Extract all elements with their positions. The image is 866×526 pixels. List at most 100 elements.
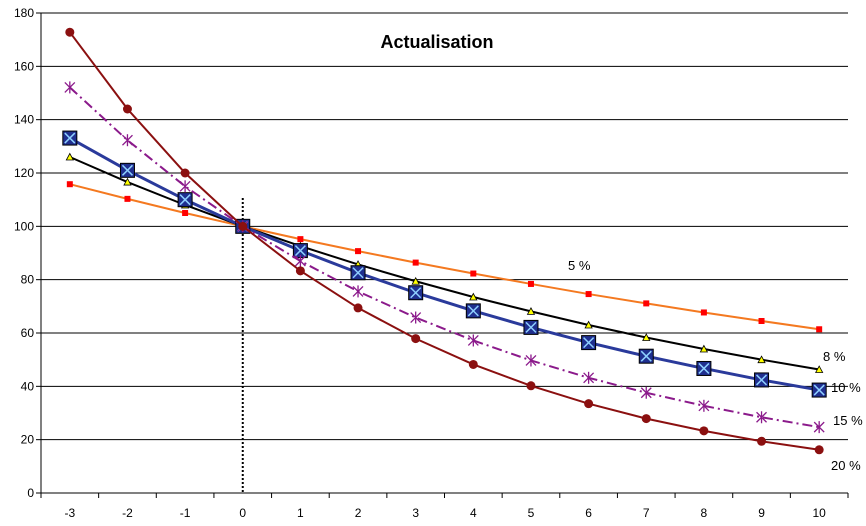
y-tick-label: 140: [14, 113, 34, 127]
y-tick-label: 60: [21, 326, 35, 340]
data-point: [640, 386, 652, 399]
data-point: [292, 243, 308, 259]
y-tick-label: 80: [21, 273, 35, 287]
data-point-cross: [352, 267, 364, 279]
x-tick-label: -3: [64, 506, 75, 520]
x-tick-label: 8: [701, 506, 708, 520]
x-tick-label: 1: [297, 506, 304, 520]
data-point: [526, 381, 536, 391]
data-point: [123, 177, 132, 186]
x-tick-label: -1: [180, 506, 191, 520]
series-line: [69, 183, 820, 331]
axes: [40, 13, 848, 494]
data-point: [638, 348, 654, 364]
data-point: [297, 236, 304, 243]
data-point-cross: [756, 374, 768, 386]
data-point: [526, 307, 536, 315]
y-tick-label: 120: [14, 166, 34, 180]
y-tick-label: 20: [21, 433, 35, 447]
series-line: [69, 156, 820, 371]
data-point: [699, 344, 709, 353]
series-20-pct: [65, 27, 824, 455]
x-tick-label: 2: [355, 506, 362, 520]
data-point: [119, 162, 135, 178]
data-point: [182, 210, 189, 216]
data-point: [585, 291, 592, 298]
data-point: [465, 303, 481, 319]
data-point-cross: [121, 164, 133, 176]
data-point: [470, 270, 477, 277]
data-point: [238, 221, 248, 231]
data-point: [698, 399, 710, 412]
data-point: [353, 303, 363, 313]
x-tick-label: 3: [412, 506, 419, 520]
data-point: [583, 371, 595, 384]
data-point: [699, 426, 709, 436]
data-point: [352, 285, 364, 298]
data-point: [412, 259, 419, 266]
data-point: [816, 326, 823, 333]
y-tick-label: 160: [14, 59, 34, 73]
x-tick-label: 4: [470, 506, 477, 520]
data-point: [411, 276, 420, 285]
y-tick-label: 180: [14, 6, 34, 20]
y-axis-ticks: 0 20 40 60 80 100 120 140 160 180: [14, 6, 41, 500]
series-label: 20 %: [831, 458, 861, 473]
data-point-cross: [583, 337, 595, 349]
data-point: [696, 360, 712, 376]
series-8-pct: [65, 152, 824, 373]
data-point-cross: [640, 350, 652, 362]
series-line: [69, 136, 820, 392]
data-point: [527, 280, 534, 287]
data-point: [411, 334, 421, 344]
data-point: [64, 81, 76, 94]
data-point: [813, 421, 825, 434]
data-point: [758, 318, 765, 324]
data-point: [523, 319, 539, 335]
data-point: [641, 414, 651, 424]
x-tick-label: 5: [528, 506, 535, 520]
data-point: [177, 192, 193, 208]
data-point: [180, 168, 190, 178]
series-label: 8 %: [823, 349, 846, 364]
data-point-cross: [179, 194, 191, 206]
data-point: [700, 309, 707, 316]
series-10-pct: [62, 130, 827, 398]
x-tick-label: -2: [122, 506, 133, 520]
grid-lines: [41, 12, 848, 441]
data-point-cross: [410, 287, 422, 299]
data-point: [756, 411, 767, 424]
data-point: [410, 311, 422, 324]
data-point: [179, 180, 191, 193]
x-tick-label: 0: [239, 506, 246, 520]
data-point: [408, 285, 424, 301]
data-point: [294, 255, 306, 267]
data-point: [469, 292, 478, 301]
x-tick-label: 7: [643, 506, 650, 520]
x-axis-ticks: -3 -2 -1 0 1 2 3 4 5 6 7 8 9 10: [40, 493, 849, 520]
data-point: [350, 265, 366, 281]
data-point: [581, 335, 597, 351]
data-point: [66, 181, 73, 188]
y-tick-label: 100: [14, 219, 34, 233]
data-point: [467, 334, 479, 347]
data-point: [757, 355, 766, 364]
data-point: [584, 399, 594, 409]
data-point: [642, 333, 651, 341]
data-point: [815, 365, 824, 373]
data-point: [468, 359, 478, 369]
series-15-pct: [64, 81, 825, 434]
data-point: [122, 104, 132, 114]
data-point: [643, 300, 650, 307]
data-point: [295, 266, 305, 276]
data-point: [811, 382, 827, 398]
series-line: [69, 31, 820, 451]
data-point-cross: [525, 321, 537, 333]
series-label: 15 %: [833, 413, 863, 428]
series-layer: [62, 27, 827, 455]
series-line: [69, 86, 820, 429]
data-point: [814, 445, 824, 455]
data-point: [754, 372, 770, 388]
data-point-cross: [467, 305, 479, 317]
